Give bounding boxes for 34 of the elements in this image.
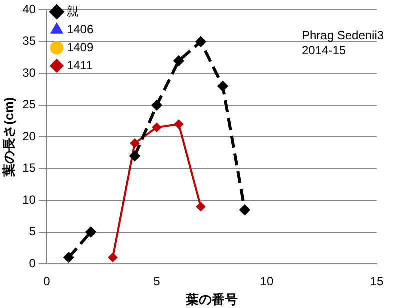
y-axis-title: 葉の長さ(cm): [1, 97, 16, 178]
point: [152, 100, 162, 110]
x-axis-title: 葉の番号: [184, 292, 238, 307]
point: [64, 252, 74, 263]
point: [130, 138, 140, 148]
point: [130, 151, 140, 162]
legend-label: 1406: [66, 22, 94, 36]
point: [108, 253, 118, 262]
point: [218, 81, 228, 92]
annotation: Phrag Sedenii3: [302, 28, 384, 43]
legend-label: 1409: [66, 40, 94, 54]
x-tick-label: 10: [260, 274, 274, 289]
y-tick-label: 30: [22, 66, 36, 80]
point: [152, 123, 162, 132]
legend-label: 親: [66, 4, 79, 18]
point: [174, 120, 184, 129]
point: [174, 56, 184, 66]
x-tick-label: 0: [44, 274, 51, 289]
y-tick-label: 25: [22, 98, 36, 112]
y-tick-label: 10: [22, 192, 36, 207]
legend-label: 1411: [66, 58, 94, 72]
y-tick-label: 35: [22, 34, 36, 48]
point: [196, 36, 206, 47]
point: [196, 202, 206, 212]
point: [240, 205, 250, 216]
annotation: 2014-15: [302, 44, 346, 58]
y-tick-label: 15: [22, 161, 36, 176]
y-tick-label: 0: [29, 256, 36, 270]
y-tick-label: 20: [22, 129, 36, 144]
x-tick-label: 5: [154, 274, 161, 289]
x-tick-label: 15: [370, 274, 384, 289]
y-tick-label: 40: [22, 2, 36, 17]
point: [86, 227, 96, 238]
y-tick-label: 5: [29, 224, 36, 239]
